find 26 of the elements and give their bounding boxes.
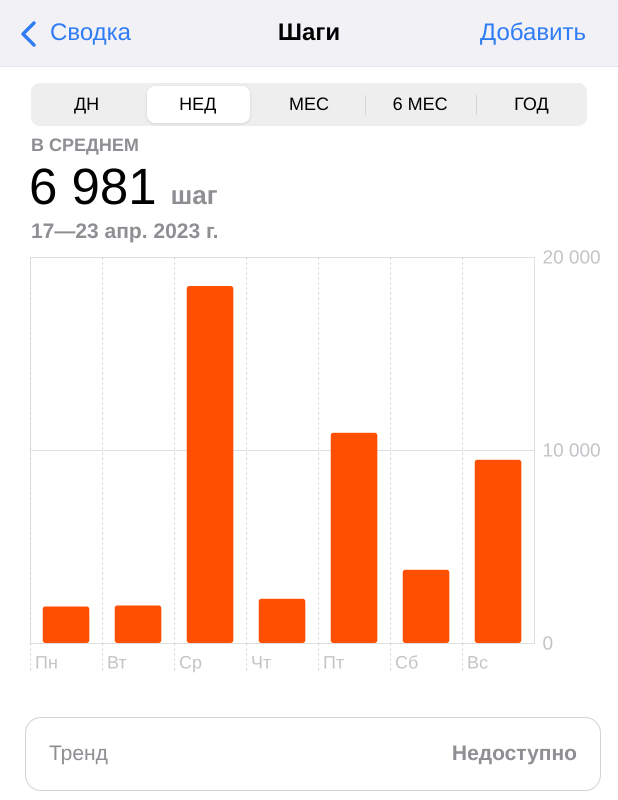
text: шаг [170, 180, 218, 211]
segmented-control: ДН НЕД МЕС 6 МЕС ГОД [31, 83, 587, 126]
bar [474, 460, 522, 643]
x-tick-label: Сб [395, 652, 418, 672]
bar [42, 606, 90, 643]
chart-subtitle: 17—23 апр. 2023 г. [31, 220, 218, 244]
x-tick-label: Ср [179, 652, 202, 672]
text: Сводка [50, 19, 132, 47]
y-tick-label: 20 000 [542, 248, 601, 268]
chart-title: Шаги [278, 19, 340, 46]
text: В СРЕДНЕМ [31, 135, 139, 156]
bar [186, 286, 234, 643]
text: 6 981 [29, 157, 157, 216]
text: Добавить [480, 19, 586, 47]
bar [258, 598, 306, 643]
x-tick-label: Пн [35, 652, 58, 672]
bar [114, 605, 162, 643]
bar [402, 570, 450, 643]
x-tick-label: Вт [107, 652, 127, 672]
y-tick-label: 10 000 [542, 440, 601, 462]
x-tick-label: Пт [323, 652, 344, 672]
bar [330, 432, 378, 643]
x-tick-label: Вс [467, 652, 488, 672]
y-tick-label: 0 [542, 634, 554, 654]
trend-card: Тренд Недоступно [25, 717, 601, 791]
x-tick-label: Чт [251, 652, 272, 672]
